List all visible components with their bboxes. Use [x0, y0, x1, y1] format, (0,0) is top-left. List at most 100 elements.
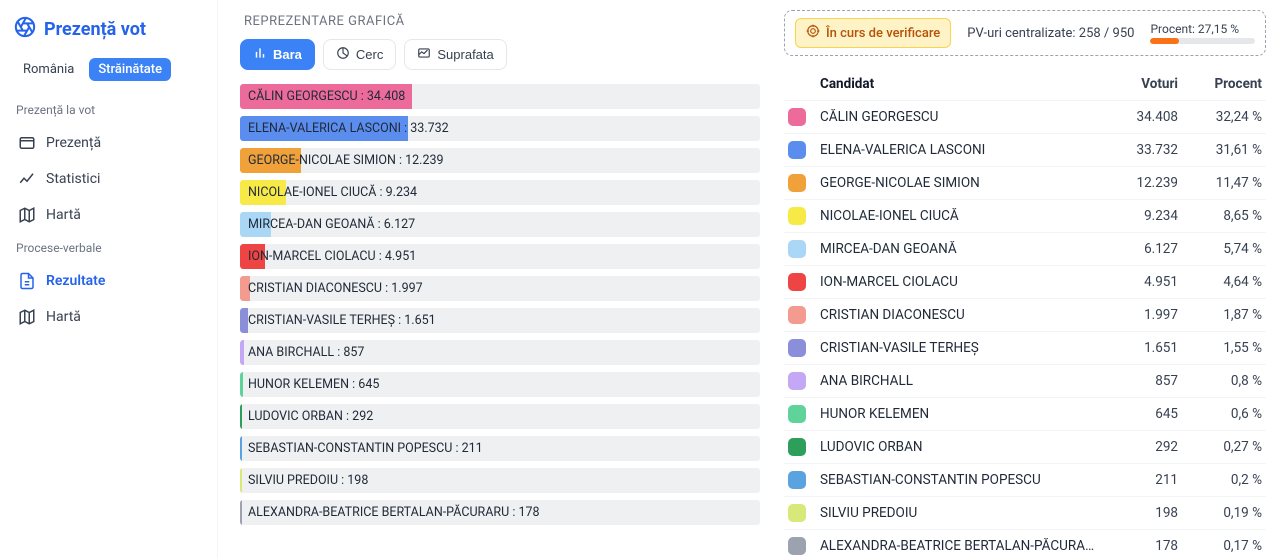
bar-label: CĂLIN GEORGESCU : 34.408: [240, 89, 405, 104]
presence-icon: [18, 134, 36, 152]
section-title-prezenta: Prezență la vot: [10, 95, 207, 125]
chart-column: REPREZENTARE GRAFICĂ Bara Cerc Suprafata…: [240, 10, 760, 548]
table-row[interactable]: ELENA-VALERICA LASCONI33.73231,61 %: [784, 133, 1266, 166]
document-icon: [18, 272, 36, 290]
chart-type-bar[interactable]: Bara: [240, 39, 315, 70]
candidate-percent: 11,47 %: [1186, 175, 1262, 191]
color-swatch: [788, 108, 806, 126]
candidate-name: NICOLAE-IONEL CIUCĂ: [820, 208, 1098, 224]
bar-row[interactable]: SEBASTIAN-CONSTANTIN POPESCU : 211: [240, 436, 760, 461]
color-swatch: [788, 306, 806, 324]
candidate-percent: 1,87 %: [1186, 307, 1262, 323]
bar-row[interactable]: NICOLAE-IONEL CIUCĂ : 9.234: [240, 180, 760, 205]
col-header-votes: Voturi: [1106, 76, 1178, 92]
candidate-votes: 6.127: [1106, 241, 1178, 257]
bar-label: CRISTIAN DIACONESCU : 1.997: [240, 281, 423, 296]
bar-row[interactable]: ANA BIRCHALL : 857: [240, 340, 760, 365]
table-row[interactable]: CRISTIAN DIACONESCU1.9971,87 %: [784, 298, 1266, 331]
candidate-votes: 178: [1106, 538, 1178, 554]
table-row[interactable]: ALEXANDRA-BEATRICE BERTALAN-PĂCURARU1780…: [784, 529, 1266, 558]
bar-row[interactable]: CĂLIN GEORGESCU : 34.408: [240, 84, 760, 109]
bar-label: HUNOR KELEMEN : 645: [240, 377, 379, 392]
bar-row[interactable]: CRISTIAN-VASILE TERHEȘ : 1.651: [240, 308, 760, 333]
results-column: În curs de verificare PV-uri centralizat…: [784, 10, 1266, 548]
section-title-pv: Procese-verbale: [10, 233, 207, 263]
candidate-percent: 8,65 %: [1186, 208, 1262, 224]
sidebar-item-harta[interactable]: Hartă: [10, 197, 207, 233]
candidate-name: GEORGE-NICOLAE SIMION: [820, 175, 1098, 191]
table-row[interactable]: SEBASTIAN-CONSTANTIN POPESCU2110,2 %: [784, 463, 1266, 496]
table-row[interactable]: ION-MARCEL CIOLACU4.9514,64 %: [784, 265, 1266, 298]
candidate-name: ANA BIRCHALL: [820, 373, 1098, 389]
table-row[interactable]: GEORGE-NICOLAE SIMION 12.239 11,47 %: [784, 166, 1266, 199]
candidate-votes: 34.408: [1106, 109, 1178, 125]
candidate-percent: 0,17 %: [1186, 538, 1262, 554]
progress-indicator: Procent: 27,15 %: [1150, 22, 1255, 44]
bar-label: ION-MARCEL CIOLACU : 4.951: [240, 249, 416, 264]
candidate-votes: 9.234: [1106, 208, 1178, 224]
candidate-name: LUDOVIC ORBAN: [820, 439, 1098, 455]
color-swatch: [788, 174, 806, 192]
table-row[interactable]: SILVIU PREDOIU1980,19 %: [784, 496, 1266, 529]
sidebar-item-prezenta[interactable]: Prezență: [10, 125, 207, 161]
color-swatch: [788, 240, 806, 258]
bar-row[interactable]: ELENA-VALERICA LASCONI : 33.732: [240, 116, 760, 141]
candidate-votes: 12.239: [1106, 175, 1178, 191]
status-badge-label: În curs de verificare: [826, 26, 940, 41]
stats-icon: [18, 170, 36, 188]
map-icon: [18, 206, 36, 224]
sidebar-item-label: Hartă: [46, 309, 81, 325]
candidate-percent: 0,27 %: [1186, 439, 1262, 455]
candidate-percent: 4,64 %: [1186, 274, 1262, 290]
table-row[interactable]: ANA BIRCHALL8570,8 %: [784, 364, 1266, 397]
bar-row[interactable]: ALEXANDRA-BEATRICE BERTALAN-PĂCURARU : 1…: [240, 500, 760, 525]
candidate-name: SEBASTIAN-CONSTANTIN POPESCU: [820, 472, 1098, 488]
chart-type-area[interactable]: Suprafata: [404, 39, 506, 70]
region-option-strainatate[interactable]: Străinătate: [89, 58, 171, 81]
bar-label: NICOLAE-IONEL CIUCĂ : 9.234: [240, 185, 417, 200]
sidebar-item-harta2[interactable]: Hartă: [10, 299, 207, 335]
color-swatch: [788, 438, 806, 456]
table-row[interactable]: NICOLAE-IONEL CIUCĂ 9.234 8,65 %: [784, 199, 1266, 232]
sidebar-item-label: Hartă: [46, 207, 81, 223]
table-row[interactable]: CRISTIAN-VASILE TERHEȘ1.6511,55 %: [784, 331, 1266, 364]
logo[interactable]: Prezență vot: [10, 12, 207, 54]
candidate-votes: 1.997: [1106, 307, 1178, 323]
bar-row[interactable]: MIRCEA-DAN GEOANĂ : 6.127: [240, 212, 760, 237]
candidate-percent: 1,55 %: [1186, 340, 1262, 356]
candidate-name: HUNOR KELEMEN: [820, 406, 1098, 422]
bar-label: GEORGE-NICOLAE SIMION : 12.239: [240, 153, 444, 168]
chart-type-label: Bara: [273, 47, 302, 62]
bar-row[interactable]: GEORGE-NICOLAE SIMION : 12.239: [240, 148, 760, 173]
region-option-romania[interactable]: România: [14, 58, 83, 81]
table-row[interactable]: LUDOVIC ORBAN 292 0,27 %: [784, 430, 1266, 463]
bar-label: ANA BIRCHALL : 857: [240, 345, 364, 360]
candidate-percent: 5,74 %: [1186, 241, 1262, 257]
bar-row[interactable]: CRISTIAN DIACONESCU : 1.997: [240, 276, 760, 301]
sidebar-item-statistici[interactable]: Statistici: [10, 161, 207, 197]
bar-label: SILVIU PREDOIU : 198: [240, 473, 368, 488]
main-content: REPREZENTARE GRAFICĂ Bara Cerc Suprafata…: [218, 0, 1280, 558]
bar-row[interactable]: LUDOVIC ORBAN : 292: [240, 404, 760, 429]
aperture-icon: [14, 16, 36, 42]
table-row[interactable]: MIRCEA-DAN GEOANĂ6.1275,74 %: [784, 232, 1266, 265]
color-swatch: [788, 141, 806, 159]
chart-type-pie[interactable]: Cerc: [323, 39, 396, 70]
bar-row[interactable]: SILVIU PREDOIU : 198: [240, 468, 760, 493]
bar-row[interactable]: ION-MARCEL CIOLACU : 4.951: [240, 244, 760, 269]
sidebar-item-label: Prezență: [46, 135, 101, 151]
candidate-votes: 33.732: [1106, 142, 1178, 158]
barchart-icon: [253, 46, 267, 63]
candidate-votes: 292: [1106, 439, 1178, 455]
col-header-percent: Procent: [1186, 76, 1262, 92]
table-row[interactable]: CĂLIN GEORGESCU34.40832,24 %: [784, 100, 1266, 133]
sidebar-item-rezultate[interactable]: Rezultate: [10, 263, 207, 299]
table-row[interactable]: HUNOR KELEMEN6450,6 %: [784, 397, 1266, 430]
app-title: Prezență vot: [44, 19, 146, 40]
progress-track: [1150, 38, 1255, 44]
bar-chart: CĂLIN GEORGESCU : 34.408 ELENA-VALERICA L…: [240, 84, 760, 525]
bar-row[interactable]: HUNOR KELEMEN : 645: [240, 372, 760, 397]
color-swatch: [788, 372, 806, 390]
bar-label: CRISTIAN-VASILE TERHEȘ : 1.651: [240, 313, 436, 328]
candidate-name: CĂLIN GEORGESCU: [820, 109, 1098, 125]
